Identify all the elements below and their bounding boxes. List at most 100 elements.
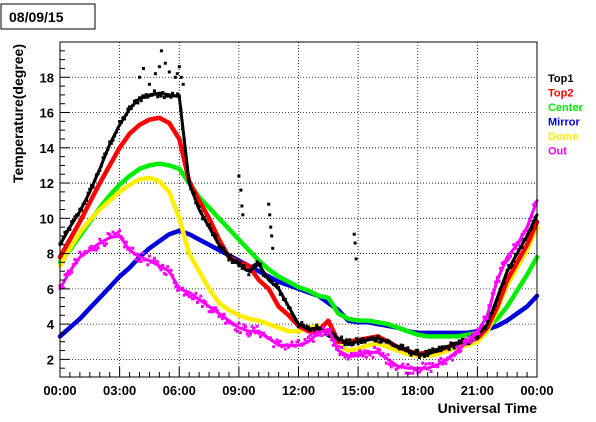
data-point bbox=[321, 326, 325, 329]
data-point bbox=[451, 342, 454, 345]
data-point bbox=[417, 370, 421, 374]
data-point bbox=[509, 254, 512, 258]
data-point bbox=[66, 269, 70, 273]
data-point bbox=[306, 335, 310, 339]
data-point bbox=[268, 336, 272, 340]
data-point bbox=[106, 147, 110, 151]
data-point bbox=[510, 264, 514, 268]
data-point bbox=[81, 202, 85, 206]
data-point bbox=[311, 339, 315, 343]
data-point bbox=[134, 258, 138, 262]
y-tick-label: 10 bbox=[40, 211, 54, 226]
data-point bbox=[271, 246, 275, 250]
data-point bbox=[283, 347, 287, 351]
data-point bbox=[209, 310, 213, 313]
x-tick-label: 06:00 bbox=[163, 383, 196, 398]
data-point bbox=[147, 94, 151, 98]
data-point bbox=[290, 311, 294, 315]
legend-entry-mirror: Mirror bbox=[548, 117, 581, 129]
data-point bbox=[255, 324, 259, 328]
data-point bbox=[456, 343, 459, 347]
data-point bbox=[245, 332, 249, 336]
data-point bbox=[505, 259, 509, 263]
data-point bbox=[396, 366, 400, 370]
data-point bbox=[278, 292, 282, 296]
data-point bbox=[187, 295, 191, 299]
data-point bbox=[111, 230, 115, 234]
data-point bbox=[80, 252, 83, 256]
data-point bbox=[368, 353, 372, 357]
data-point bbox=[295, 340, 299, 344]
data-point bbox=[234, 328, 238, 332]
data-point bbox=[378, 348, 382, 352]
data-point bbox=[235, 329, 239, 333]
data-point bbox=[419, 368, 423, 372]
data-point bbox=[131, 246, 135, 250]
data-point bbox=[459, 339, 463, 343]
data-point bbox=[330, 331, 334, 335]
data-point bbox=[479, 328, 483, 332]
data-point bbox=[219, 313, 223, 317]
data-point bbox=[449, 354, 453, 358]
data-point bbox=[220, 317, 224, 321]
y-tick-label: 6 bbox=[47, 282, 54, 297]
series-line bbox=[57, 161, 540, 339]
data-point bbox=[525, 226, 529, 230]
data-point bbox=[66, 227, 70, 231]
data-point bbox=[384, 340, 388, 344]
data-point bbox=[214, 233, 218, 237]
data-point bbox=[260, 269, 264, 273]
data-point bbox=[152, 89, 156, 93]
data-point bbox=[253, 262, 257, 266]
data-point bbox=[277, 341, 281, 344]
data-point bbox=[167, 270, 171, 274]
data-point bbox=[109, 235, 113, 238]
data-point bbox=[65, 272, 69, 276]
data-point bbox=[202, 215, 206, 219]
data-point bbox=[181, 127, 185, 131]
data-point bbox=[391, 362, 395, 366]
data-point bbox=[277, 286, 281, 290]
data-point bbox=[401, 344, 405, 348]
data-point bbox=[426, 354, 430, 357]
data-point bbox=[152, 256, 156, 260]
data-point bbox=[492, 288, 496, 292]
data-point bbox=[217, 245, 221, 249]
data-point bbox=[353, 241, 357, 245]
data-point bbox=[234, 260, 238, 264]
data-point bbox=[270, 280, 274, 284]
data-point bbox=[509, 266, 512, 269]
data-point bbox=[454, 352, 458, 356]
y-tick-label: 18 bbox=[40, 70, 54, 85]
data-point bbox=[237, 174, 241, 178]
data-point bbox=[369, 351, 373, 355]
data-point bbox=[142, 66, 145, 70]
data-point bbox=[258, 335, 262, 339]
data-point bbox=[194, 291, 198, 295]
data-point bbox=[523, 229, 527, 233]
data-point bbox=[333, 339, 337, 343]
data-point bbox=[99, 240, 103, 244]
data-point bbox=[73, 258, 77, 262]
data-point bbox=[143, 95, 146, 99]
data-point bbox=[487, 304, 491, 308]
data-point bbox=[249, 269, 252, 273]
data-point bbox=[270, 234, 274, 238]
data-point bbox=[270, 338, 274, 342]
data-point bbox=[282, 298, 286, 302]
data-point bbox=[147, 254, 151, 258]
data-point bbox=[520, 246, 524, 249]
data-point bbox=[91, 248, 95, 252]
data-point bbox=[528, 228, 532, 232]
data-point bbox=[403, 347, 406, 351]
data-point bbox=[373, 346, 377, 349]
data-point bbox=[184, 292, 188, 295]
data-point bbox=[287, 345, 291, 349]
data-point bbox=[379, 353, 383, 357]
data-point bbox=[61, 236, 65, 240]
data-point bbox=[106, 232, 110, 235]
data-point bbox=[340, 346, 344, 349]
data-point bbox=[141, 251, 145, 255]
data-point bbox=[316, 333, 320, 337]
data-point bbox=[61, 286, 65, 290]
